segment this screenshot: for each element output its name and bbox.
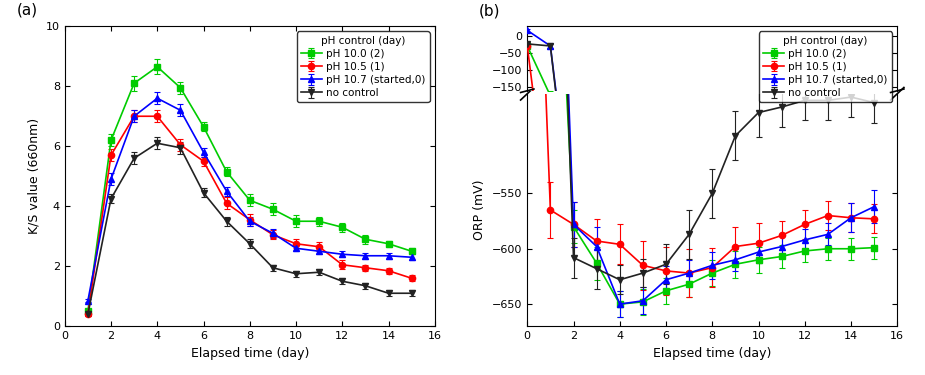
Y-axis label: K/S value (660nm): K/S value (660nm)	[28, 118, 41, 234]
X-axis label: Elapsed time (day): Elapsed time (day)	[191, 346, 309, 360]
Legend: pH 10.0 (2), pH 10.5 (1), pH 10.7 (started,0), no control: pH 10.0 (2), pH 10.5 (1), pH 10.7 (start…	[759, 32, 892, 102]
Text: (a): (a)	[17, 2, 38, 17]
X-axis label: Elapsed time (day): Elapsed time (day)	[653, 346, 771, 360]
Y-axis label: ORP (mV): ORP (mV)	[474, 180, 487, 240]
Legend: pH 10.0 (2), pH 10.5 (1), pH 10.7 (started,0), no control: pH 10.0 (2), pH 10.5 (1), pH 10.7 (start…	[297, 32, 429, 102]
Text: (b): (b)	[479, 3, 500, 18]
